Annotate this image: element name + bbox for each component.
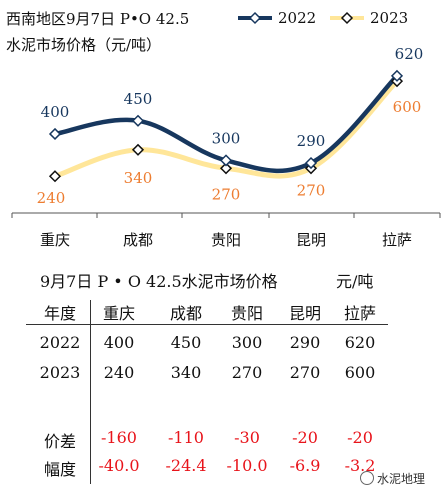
table-header-divider bbox=[26, 324, 388, 325]
table-unit: 元/吨 bbox=[336, 272, 374, 291]
table-row-label: 2022 bbox=[39, 333, 81, 352]
legend-label-2022: 2022 bbox=[278, 9, 316, 27]
table-row-label: 价差 bbox=[43, 432, 76, 451]
table-column-header: 重庆 bbox=[102, 304, 135, 323]
legend-label-2023: 2023 bbox=[370, 9, 408, 27]
data-label-2022-1: 450 bbox=[124, 90, 153, 108]
table-row-label: 幅度 bbox=[43, 460, 76, 479]
table-cell: -3.2 bbox=[344, 456, 376, 475]
point-2022-0 bbox=[48, 127, 62, 141]
table-cell: -6.9 bbox=[289, 456, 321, 475]
table-corner-label: 年度 bbox=[43, 304, 76, 323]
table-column-header: 拉萨 bbox=[343, 304, 376, 323]
x-tick-label-2: 贵阳 bbox=[211, 231, 241, 249]
data-label-2022-2: 300 bbox=[212, 129, 241, 147]
table-cell: 450 bbox=[170, 333, 202, 352]
table-cell: -110 bbox=[168, 428, 204, 447]
point-2022-2 bbox=[219, 154, 233, 167]
chart-title-line2: 水泥市场价格（元/吨） bbox=[6, 36, 162, 54]
x-tick-label-4: 拉萨 bbox=[382, 231, 412, 249]
data-label-2022-4: 620 bbox=[395, 45, 424, 63]
x-tick-label-1: 成都 bbox=[123, 231, 153, 249]
table-cell: 300 bbox=[231, 333, 263, 352]
table-cell: 340 bbox=[170, 363, 202, 382]
table-column-header: 贵阳 bbox=[230, 304, 263, 323]
table-cell: -10.0 bbox=[226, 456, 268, 475]
data-label-2022-3: 290 bbox=[297, 132, 326, 150]
chart-title-line1: 西南地区9月7日 P•O 42.5 bbox=[6, 10, 190, 28]
table-row-label: 2023 bbox=[39, 363, 81, 382]
table-cell: 270 bbox=[289, 363, 321, 382]
watermark: 水泥地理 bbox=[360, 470, 425, 487]
x-tick-label-3: 昆明 bbox=[296, 231, 326, 249]
data-label-2023-0: 240 bbox=[37, 189, 66, 207]
data-label-2023-4: 600 bbox=[393, 98, 422, 116]
x-tick-label-0: 重庆 bbox=[40, 231, 70, 249]
table-column-header: 昆明 bbox=[288, 304, 321, 323]
watermark-icon bbox=[360, 471, 374, 485]
point-2022-4 bbox=[390, 69, 404, 82]
table-cell: -24.4 bbox=[165, 456, 207, 475]
point-2022-1 bbox=[131, 114, 145, 127]
table-title: 9月7日 P • O 42.5水泥市场价格 bbox=[40, 272, 278, 291]
table-cell: -160 bbox=[101, 428, 137, 447]
table-cell: 400 bbox=[103, 333, 135, 352]
watermark-text: 水泥地理 bbox=[377, 472, 426, 486]
point-2023-1 bbox=[131, 143, 145, 156]
table-cell: -30 bbox=[234, 428, 260, 447]
table-cell: 240 bbox=[103, 363, 135, 382]
data-label-2023-2: 270 bbox=[212, 185, 241, 203]
table-cell: -20 bbox=[347, 428, 373, 447]
point-2023-0 bbox=[48, 170, 62, 183]
table-cell: 270 bbox=[231, 363, 263, 382]
table-cell: 290 bbox=[289, 333, 321, 352]
data-label-2022-0: 400 bbox=[41, 103, 70, 121]
table-cell: 620 bbox=[344, 333, 376, 352]
data-label-2023-3: 270 bbox=[297, 181, 326, 199]
price-line-chart: 重庆 成都 贵阳 昆明 拉萨 400 450 300 290 620 240 340 270 270 600… bbox=[11, 9, 441, 249]
point-2022-3 bbox=[304, 156, 318, 170]
table-cell: -40.0 bbox=[98, 456, 140, 475]
table-cell: 600 bbox=[344, 363, 376, 382]
legend-marker-2023 bbox=[340, 11, 354, 25]
table-vertical-divider bbox=[90, 300, 91, 484]
table-column-header: 成都 bbox=[169, 304, 202, 323]
data-label-2023-1: 340 bbox=[124, 169, 153, 187]
point-2023-2 bbox=[219, 162, 233, 175]
table-cell: -20 bbox=[292, 428, 318, 447]
legend-marker-2022 bbox=[248, 11, 262, 25]
